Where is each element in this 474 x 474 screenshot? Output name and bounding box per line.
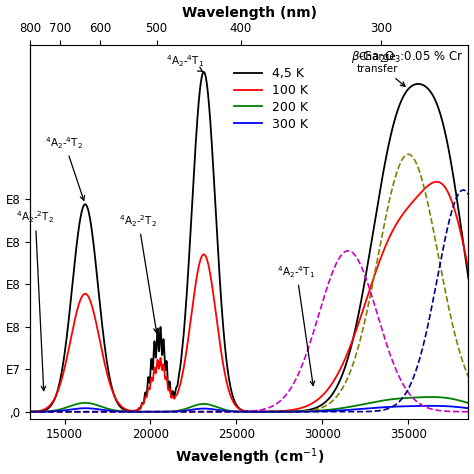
300 K (295, 409, 301, 414)
100 K (109, 385, 114, 391)
200 K (109, 407, 114, 412)
Text: $^4$A$_2$-$^2$T$_2$: $^4$A$_2$-$^2$T$_2$ (119, 213, 158, 333)
100 K (254, 409, 260, 415)
Line: 200 K: 200 K (30, 397, 474, 412)
Text: $^4$A$_2$-$^4$T$_1$: $^4$A$_2$-$^4$T$_1$ (166, 54, 204, 72)
300 K (429, 403, 435, 409)
Text: Charge
transfer: Charge transfer (356, 53, 405, 86)
300 K (318, 409, 324, 414)
300 K (147, 409, 153, 415)
200 K (318, 408, 324, 413)
Line: 100 K: 100 K (30, 182, 474, 412)
4,5 K (259, 409, 265, 415)
200 K (147, 409, 153, 415)
200 K (198, 401, 204, 407)
100 K (295, 406, 301, 411)
200 K (395, 396, 401, 401)
4,5 K (295, 409, 301, 414)
300 K (27, 409, 33, 415)
4,5 K (109, 383, 114, 388)
X-axis label: Wavelength (cm$^{-1}$): Wavelength (cm$^{-1}$) (174, 447, 324, 468)
300 K (198, 406, 204, 411)
Line: 4,5 K: 4,5 K (30, 72, 474, 412)
4,5 K (318, 402, 324, 408)
100 K (198, 255, 204, 261)
200 K (361, 401, 366, 407)
4,5 K (361, 284, 366, 290)
4,5 K (198, 79, 204, 85)
200 K (295, 409, 301, 414)
Text: $^4$A$_2$-$^4$T$_2$: $^4$A$_2$-$^4$T$_2$ (46, 135, 84, 201)
100 K (361, 305, 366, 311)
100 K (27, 409, 33, 415)
4,5 K (201, 69, 207, 75)
300 K (395, 404, 401, 410)
100 K (434, 179, 439, 184)
X-axis label: Wavelength (nm): Wavelength (nm) (182, 6, 317, 19)
4,5 K (395, 107, 401, 113)
200 K (428, 394, 434, 400)
Text: $\beta$-Ga$_2$O$_3$:0.05 % Cr: $\beta$-Ga$_2$O$_3$:0.05 % Cr (351, 48, 464, 64)
300 K (109, 408, 114, 414)
200 K (27, 409, 33, 415)
100 K (318, 394, 324, 400)
100 K (395, 219, 401, 225)
Text: $^4$A$_2$-$^2$T$_2$: $^4$A$_2$-$^2$T$_2$ (16, 210, 55, 391)
4,5 K (27, 409, 33, 415)
Line: 300 K: 300 K (30, 406, 474, 412)
Text: $^4$A$_2$-$^4$T$_1$: $^4$A$_2$-$^4$T$_1$ (277, 264, 316, 385)
300 K (361, 406, 366, 411)
Legend: 4,5 K, 100 K, 200 K, 300 K: 4,5 K, 100 K, 200 K, 300 K (229, 62, 313, 136)
